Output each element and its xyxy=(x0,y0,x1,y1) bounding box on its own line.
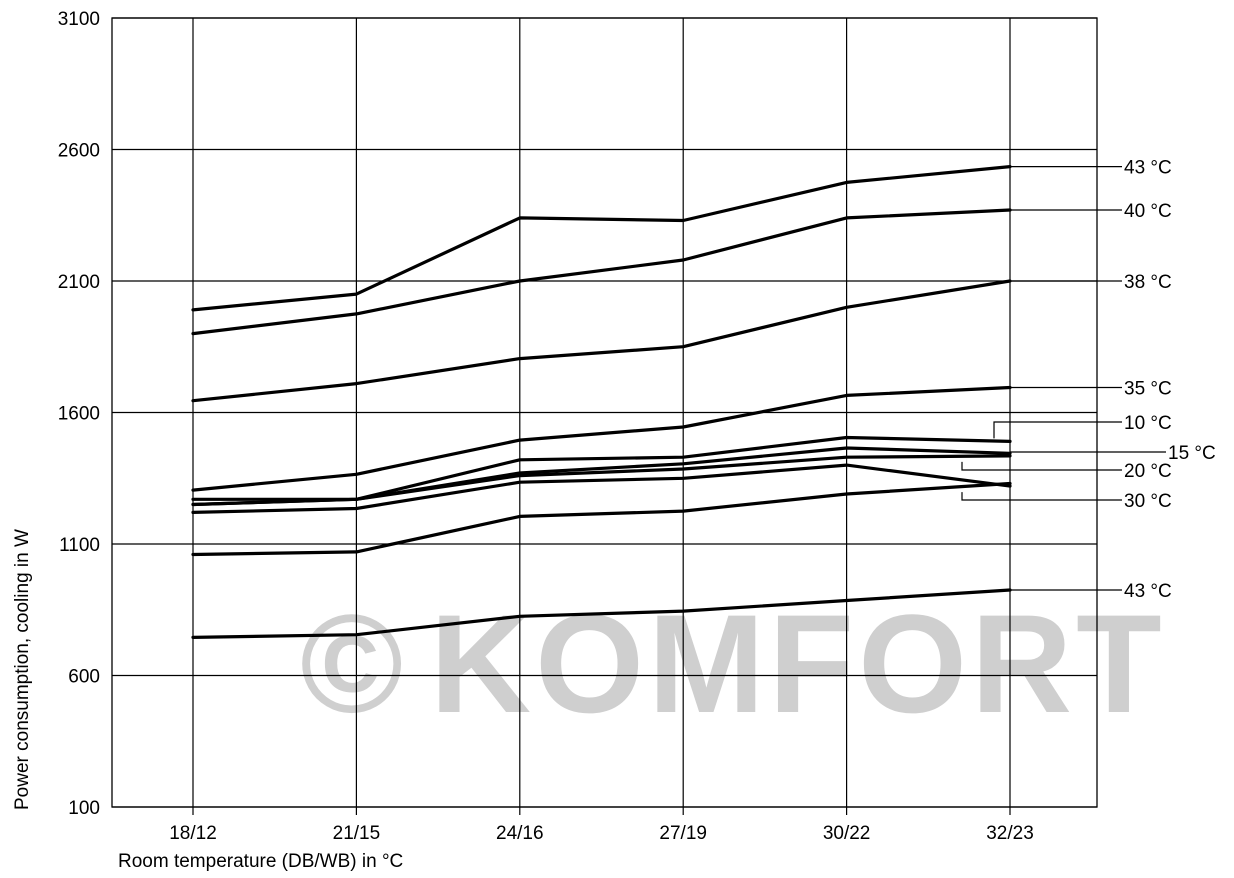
y-tick-label-0: 100 xyxy=(68,798,100,819)
series-label-6: 20 °C xyxy=(1124,461,1172,482)
x-tick-label-1: 21/15 xyxy=(333,823,381,844)
watermark: © KOMFORT xyxy=(300,585,1166,742)
series-line-9 xyxy=(191,588,1012,640)
series-label-7: 30 °C xyxy=(1124,491,1172,512)
y-tick-label-3: 1600 xyxy=(58,404,100,425)
x-tick-label-3: 27/19 xyxy=(659,823,707,844)
leader-line-7 xyxy=(961,492,1122,501)
series-line-0 xyxy=(191,165,1012,312)
series-label-4: 10 °C xyxy=(1124,413,1172,434)
grid xyxy=(111,17,1098,815)
series-line-2 xyxy=(191,279,1012,403)
series-line-6 xyxy=(191,454,1012,507)
series-label-0: 43 °C xyxy=(1124,158,1172,179)
x-tick-label-0: 18/12 xyxy=(169,823,217,844)
series-line-7 xyxy=(191,463,1012,515)
series-label-5: 15 °C xyxy=(1168,443,1216,464)
x-axis-title: Room temperature (DB/WB) in °C xyxy=(118,851,403,872)
legend-labels: 43 °C 40 °C 38 °C 35 °C 10 °C 15 °C20 °C 30 °C… xyxy=(1124,158,1216,602)
series-label-9: 43 °C xyxy=(1124,581,1172,602)
watermark-symbol: © xyxy=(300,585,407,742)
y-tick-label-4: 2100 xyxy=(58,272,100,293)
y-tick-label-2: 1100 xyxy=(59,535,100,556)
x-tick-label-2: 24/16 xyxy=(496,823,544,844)
y-axis-title: Power consumption, cooling in W xyxy=(12,529,33,810)
x-tick-label-5: 32/23 xyxy=(986,823,1034,844)
series-line-8 xyxy=(191,481,1012,557)
y-tick-label-1: 600 xyxy=(68,667,100,688)
y-tick-label-6: 3100 xyxy=(58,9,100,30)
x-tick-label-4: 30/22 xyxy=(823,823,871,844)
leader-line-6 xyxy=(961,461,1122,471)
series-label-1: 40 °C xyxy=(1124,201,1172,222)
series-line-3 xyxy=(191,385,1012,492)
series-label-2: 38 °C xyxy=(1124,272,1172,293)
leader-line-4 xyxy=(993,421,1122,439)
series-line-1 xyxy=(191,208,1012,336)
series-lines xyxy=(191,165,1012,640)
tick-labels: 100 600 1100 1600 2100 2600 3100 18/12 21/15 24/1… xyxy=(58,9,1034,844)
series-label-3: 35 °C xyxy=(1124,379,1172,400)
watermark-text: KOMFORT xyxy=(430,585,1166,742)
legend-leaders xyxy=(961,165,1166,591)
y-tick-label-5: 2600 xyxy=(58,141,100,162)
